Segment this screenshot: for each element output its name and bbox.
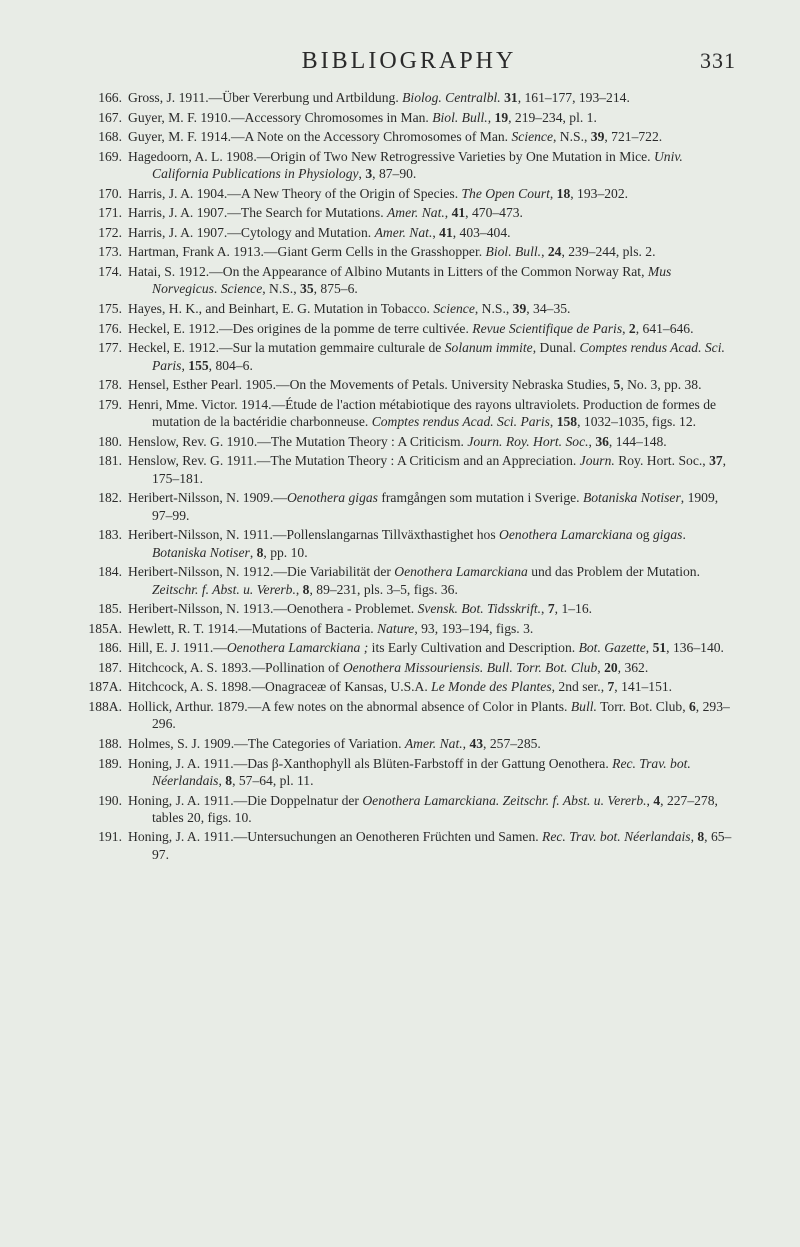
entry-text: Hagedoorn, A. L. 1908.—Origin of Two New… (128, 148, 736, 183)
page: BIBLIOGRAPHY 331 166.Gross, J. 1911.—Übe… (0, 0, 800, 1247)
entry-text: Holmes, S. J. 1909.—The Categories of Va… (128, 735, 736, 752)
bibliography-entry: 168.Guyer, M. F. 1914.—A Note on the Acc… (82, 128, 736, 145)
entry-text: Gross, J. 1911.—Über Vererbung und Artbi… (128, 89, 736, 106)
entry-text: Heribert-Nilsson, N. 1913.—Oenothera - P… (128, 600, 736, 617)
bibliography-entry: 175.Hayes, H. K., and Beinhart, E. G. Mu… (82, 300, 736, 317)
bibliography-entry: 182.Heribert-Nilsson, N. 1909.—Oenothera… (82, 489, 736, 524)
entry-text: Harris, J. A. 1907.—The Search for Mutat… (128, 204, 736, 221)
entry-number: 185. (82, 600, 128, 617)
entry-number: 181. (82, 452, 128, 487)
entry-text: Hitchcock, A. S. 1893.—Pollination of Oe… (128, 659, 736, 676)
entry-number: 179. (82, 396, 128, 431)
bibliography-entry: 191.Honing, J. A. 1911.—Untersuchungen a… (82, 828, 736, 863)
bibliography-entry: 180.Henslow, Rev. G. 1910.—The Mutation … (82, 433, 736, 450)
page-title: BIBLIOGRAPHY (82, 48, 676, 75)
bibliography-entry: 190.Honing, J. A. 1911.—Die Doppelnatur … (82, 792, 736, 827)
entry-number: 172. (82, 224, 128, 241)
bibliography-entry: 176.Heckel, E. 1912.—Des origines de la … (82, 320, 736, 337)
entry-text: Hewlett, R. T. 1914.—Mutations of Bacter… (128, 620, 736, 637)
entry-number: 168. (82, 128, 128, 145)
entry-text: Hensel, Esther Pearl. 1905.—On the Movem… (128, 376, 736, 393)
entry-number: 186. (82, 639, 128, 656)
entry-number: 188. (82, 735, 128, 752)
bibliography-entry: 185.Heribert-Nilsson, N. 1913.—Oenothera… (82, 600, 736, 617)
bibliography-entry: 187A.Hitchcock, A. S. 1898.—Onagraceæ of… (82, 678, 736, 695)
entry-number: 184. (82, 563, 128, 598)
entry-text: Hollick, Arthur. 1879.—A few notes on th… (128, 698, 736, 733)
bibliography-entry: 184.Heribert-Nilsson, N. 1912.—Die Varia… (82, 563, 736, 598)
entry-number: 191. (82, 828, 128, 863)
entry-number: 175. (82, 300, 128, 317)
bibliography-entry: 188.Holmes, S. J. 1909.—The Categories o… (82, 735, 736, 752)
entry-number: 169. (82, 148, 128, 183)
entry-number: 187A. (82, 678, 128, 695)
bibliography-entry: 173.Hartman, Frank A. 1913.—Giant Germ C… (82, 243, 736, 260)
entry-text: Heribert-Nilsson, N. 1911.—Pollenslangar… (128, 526, 736, 561)
bibliography-entry: 178.Hensel, Esther Pearl. 1905.—On the M… (82, 376, 736, 393)
bibliography-entry: 177.Heckel, E. 1912.—Sur la mutation gem… (82, 339, 736, 374)
page-header: BIBLIOGRAPHY 331 (82, 48, 736, 75)
entry-text: Hayes, H. K., and Beinhart, E. G. Mutati… (128, 300, 736, 317)
entry-number: 178. (82, 376, 128, 393)
bibliography-entry: 179.Henri, Mme. Victor. 1914.—Étude de l… (82, 396, 736, 431)
bibliography-list: 166.Gross, J. 1911.—Über Vererbung und A… (82, 89, 736, 863)
entry-number: 185A. (82, 620, 128, 637)
entry-text: Henri, Mme. Victor. 1914.—Étude de l'act… (128, 396, 736, 431)
bibliography-entry: 189.Honing, J. A. 1911.—Das β-Xanthophyl… (82, 755, 736, 790)
entry-text: Honing, J. A. 1911.—Das β-Xanthophyll al… (128, 755, 736, 790)
entry-number: 177. (82, 339, 128, 374)
entry-text: Honing, J. A. 1911.—Die Doppelnatur der … (128, 792, 736, 827)
entry-text: Hill, E. J. 1911.—Oenothera Lamarckiana … (128, 639, 736, 656)
bibliography-entry: 185A.Hewlett, R. T. 1914.—Mutations of B… (82, 620, 736, 637)
entry-number: 182. (82, 489, 128, 524)
entry-number: 189. (82, 755, 128, 790)
entry-number: 190. (82, 792, 128, 827)
entry-text: Guyer, M. F. 1914.—A Note on the Accesso… (128, 128, 736, 145)
entry-text: Heribert-Nilsson, N. 1912.—Die Variabili… (128, 563, 736, 598)
entry-number: 174. (82, 263, 128, 298)
bibliography-entry: 172.Harris, J. A. 1907.—Cytology and Mut… (82, 224, 736, 241)
entry-number: 171. (82, 204, 128, 221)
entry-text: Harris, J. A. 1907.—Cytology and Mutatio… (128, 224, 736, 241)
entry-text: Henslow, Rev. G. 1910.—The Mutation Theo… (128, 433, 736, 450)
page-number: 331 (676, 48, 736, 74)
bibliography-entry: 166.Gross, J. 1911.—Über Vererbung und A… (82, 89, 736, 106)
entry-number: 167. (82, 109, 128, 126)
bibliography-entry: 183.Heribert-Nilsson, N. 1911.—Pollensla… (82, 526, 736, 561)
bibliography-entry: 169.Hagedoorn, A. L. 1908.—Origin of Two… (82, 148, 736, 183)
entry-text: Hitchcock, A. S. 1898.—Onagraceæ of Kans… (128, 678, 736, 695)
bibliography-entry: 181.Henslow, Rev. G. 1911.—The Mutation … (82, 452, 736, 487)
entry-text: Heckel, E. 1912.—Sur la mutation gemmair… (128, 339, 736, 374)
entry-text: Heckel, E. 1912.—Des origines de la pomm… (128, 320, 736, 337)
entry-text: Hatai, S. 1912.—On the Appearance of Alb… (128, 263, 736, 298)
entry-number: 180. (82, 433, 128, 450)
entry-text: Hartman, Frank A. 1913.—Giant Germ Cells… (128, 243, 736, 260)
entry-number: 173. (82, 243, 128, 260)
entry-number: 187. (82, 659, 128, 676)
bibliography-entry: 171.Harris, J. A. 1907.—The Search for M… (82, 204, 736, 221)
entry-number: 166. (82, 89, 128, 106)
bibliography-entry: 167.Guyer, M. F. 1910.—Accessory Chromos… (82, 109, 736, 126)
entry-number: 183. (82, 526, 128, 561)
entry-number: 188A. (82, 698, 128, 733)
entry-text: Henslow, Rev. G. 1911.—The Mutation Theo… (128, 452, 736, 487)
bibliography-entry: 188A.Hollick, Arthur. 1879.—A few notes … (82, 698, 736, 733)
entry-text: Honing, J. A. 1911.—Untersuchungen an Oe… (128, 828, 736, 863)
bibliography-entry: 174.Hatai, S. 1912.—On the Appearance of… (82, 263, 736, 298)
entry-number: 176. (82, 320, 128, 337)
entry-text: Heribert-Nilsson, N. 1909.—Oenothera gig… (128, 489, 736, 524)
bibliography-entry: 186.Hill, E. J. 1911.—Oenothera Lamarcki… (82, 639, 736, 656)
bibliography-entry: 170.Harris, J. A. 1904.—A New Theory of … (82, 185, 736, 202)
entry-number: 170. (82, 185, 128, 202)
bibliography-entry: 187.Hitchcock, A. S. 1893.—Pollination o… (82, 659, 736, 676)
entry-text: Guyer, M. F. 1910.—Accessory Chromosomes… (128, 109, 736, 126)
entry-text: Harris, J. A. 1904.—A New Theory of the … (128, 185, 736, 202)
